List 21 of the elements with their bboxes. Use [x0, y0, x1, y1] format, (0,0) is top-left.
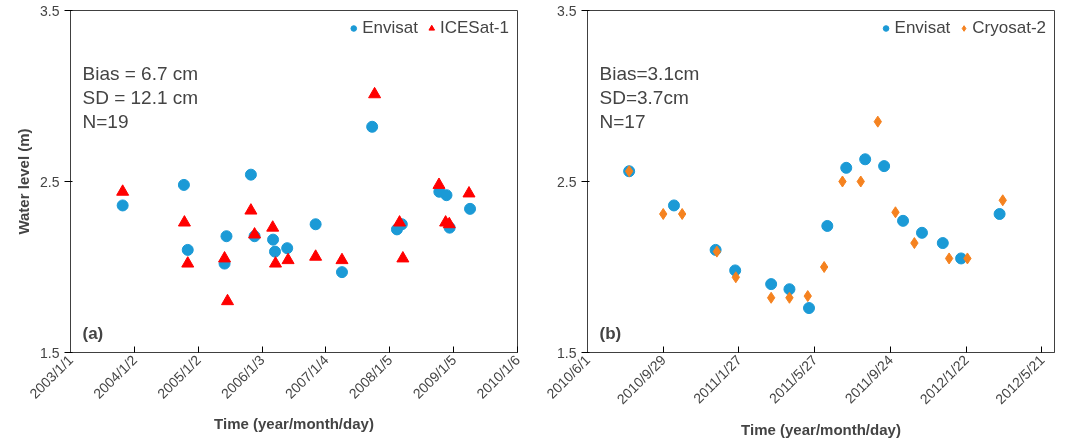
y-tick-label: 1.5 — [40, 344, 60, 361]
y-tick-label: 2.5 — [40, 173, 60, 190]
y-tick-label: 2.5 — [557, 173, 577, 190]
legend-label: Cryosat-2 — [972, 18, 1046, 38]
annotation: (b) — [599, 323, 622, 343]
x-axis-title: Time (year/month/day) — [214, 415, 374, 433]
y-tick-label: 3.5 — [557, 2, 577, 19]
y-tick-label: 1.5 — [557, 344, 577, 361]
legend-label: Envisat — [894, 18, 951, 38]
legend-label: Envisat — [362, 18, 419, 38]
annotation: Bias=3.1cm — [599, 62, 700, 84]
annotation: (a) — [82, 323, 104, 343]
legend-label: ICESat-1 — [440, 18, 509, 38]
y-tick-label: 3.5 — [40, 2, 60, 19]
annotation: N=19 — [82, 110, 129, 132]
y-axis-title: Water level (m) — [15, 128, 33, 235]
annotation: SD = 12.1 cm — [82, 86, 199, 108]
annotation: N=17 — [599, 110, 646, 132]
x-axis-title: Time (year/month/day) — [741, 420, 901, 438]
annotation: SD=3.7cm — [599, 86, 689, 108]
annotation: Bias = 6.7 cm — [82, 62, 199, 84]
